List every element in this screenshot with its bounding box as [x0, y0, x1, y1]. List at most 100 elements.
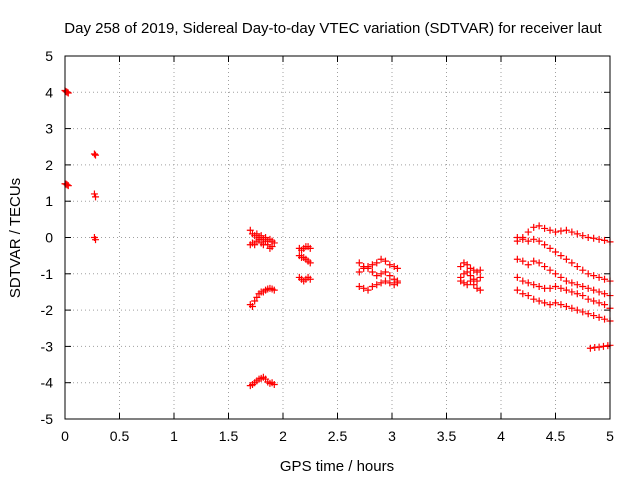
data-point: [573, 230, 581, 238]
data-point: [530, 223, 538, 231]
data-point: [535, 283, 543, 291]
y-tick-label: -5: [41, 411, 54, 427]
x-axis-label: GPS time / hours: [280, 458, 394, 475]
data-point: [579, 292, 587, 300]
data-point: [463, 281, 471, 289]
x-tick-label: 2.5: [328, 428, 348, 444]
data-point: [557, 252, 565, 260]
data-point: [519, 235, 527, 243]
data-point: [557, 284, 565, 292]
series-s21_b: [295, 252, 314, 267]
data-point: [360, 284, 368, 292]
data-point: [270, 239, 278, 247]
data-point: [552, 228, 559, 236]
data-point: [268, 243, 276, 251]
data-point: [381, 277, 389, 285]
data-point: [541, 224, 549, 232]
data-point: [390, 281, 398, 289]
data-point: [355, 259, 363, 267]
data-point: [270, 381, 278, 389]
tick-labels: 0 0.5 1 1.5 2 2.5 3 3.5 4 4.5 5 -5 -4 -3 -2 -1 0 1 2 3 4 5: [41, 48, 615, 444]
data-point: [386, 272, 394, 280]
data-point: [253, 293, 261, 301]
data-point: [255, 235, 263, 243]
data-point: [557, 227, 565, 235]
x-tick-label: 3: [388, 428, 396, 444]
data-point: [524, 228, 532, 236]
y-tick-label: -3: [41, 338, 54, 354]
data-point: [552, 299, 559, 307]
data-point: [90, 150, 98, 158]
data-point: [552, 283, 559, 291]
y-tick-label: -2: [41, 302, 54, 318]
series-s17_bottom: [246, 373, 278, 390]
data-point: [590, 234, 598, 242]
series-s21_a: [295, 243, 314, 254]
series-t0_b: [61, 180, 72, 190]
data-point: [513, 234, 521, 241]
data-point: [381, 257, 389, 265]
data-point: [562, 226, 570, 234]
data-point: [557, 273, 565, 281]
data-point: [270, 286, 278, 294]
data-point: [306, 244, 314, 252]
data-point: [460, 270, 468, 278]
data-point: [590, 297, 598, 305]
data-point: [601, 301, 609, 309]
x-tick-label: 3.5: [437, 428, 457, 444]
data-point: [264, 241, 272, 249]
data-point: [579, 266, 587, 274]
y-tick-label: -1: [41, 266, 54, 282]
x-tick-label: 4: [497, 428, 505, 444]
data-point: [586, 344, 594, 352]
y-tick-label: -4: [41, 375, 54, 391]
data-point: [590, 286, 598, 294]
data-point: [466, 264, 474, 272]
series-s42_d: [513, 286, 614, 325]
series-s17_mid: [246, 235, 276, 252]
data-point: [457, 277, 465, 285]
data-point: [584, 270, 592, 278]
data-point: [595, 235, 603, 243]
data-point: [552, 270, 559, 278]
y-tick-label: 3: [45, 121, 53, 137]
data-point: [248, 302, 256, 310]
data-point: [590, 272, 598, 280]
data-point: [541, 241, 549, 249]
plot-frame: [64, 55, 611, 420]
series-t0_a: [61, 86, 72, 97]
y-tick-label: 5: [45, 48, 53, 64]
data-point: [546, 266, 554, 274]
series-s37_c: [457, 277, 484, 294]
data-point: [381, 268, 389, 276]
data-point: [530, 257, 538, 265]
data-point: [513, 273, 521, 281]
data-point: [473, 284, 481, 292]
data-point: [530, 295, 538, 303]
data-point: [584, 295, 592, 303]
y-tick-label: 2: [45, 157, 53, 173]
data-point: [364, 263, 372, 271]
data-point: [601, 236, 609, 244]
data-point: [601, 290, 609, 298]
series-s37_a: [457, 259, 484, 276]
data-point: [546, 226, 554, 234]
series-s48_bottom: [586, 341, 614, 352]
data-point: [601, 315, 609, 323]
grid: [65, 56, 610, 419]
x-tick-label: 1: [170, 428, 178, 444]
data-point: [460, 279, 468, 287]
data-point: [364, 286, 372, 294]
data-point: [524, 292, 532, 300]
data-point: [552, 248, 559, 256]
data-point: [524, 279, 532, 287]
data-point: [476, 273, 484, 281]
data-point: [377, 279, 385, 287]
data-point: [524, 261, 532, 269]
series-t03_b: [90, 190, 100, 201]
data-point: [306, 275, 314, 283]
data-point: [562, 277, 570, 285]
data-point: [377, 270, 385, 278]
data-point: [251, 297, 259, 305]
